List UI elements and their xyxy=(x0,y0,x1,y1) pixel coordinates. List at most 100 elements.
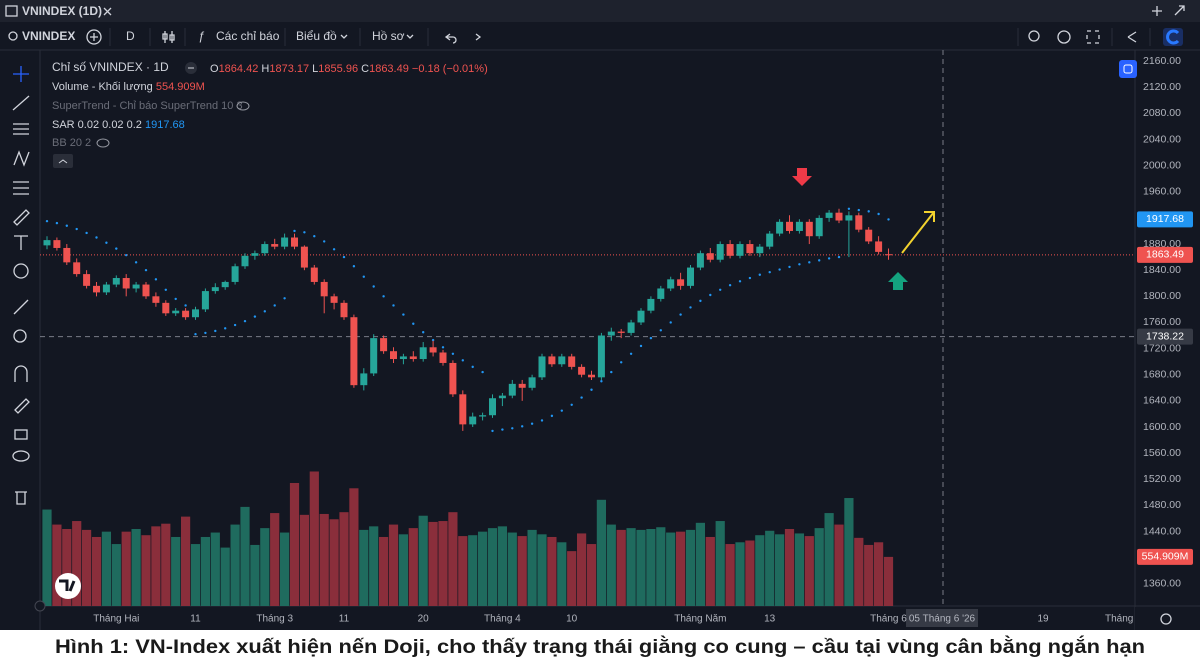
volume-bar xyxy=(656,527,666,606)
scale-button[interactable] xyxy=(1119,60,1137,78)
last-price-badge xyxy=(1137,246,1193,263)
sar-dot xyxy=(491,429,494,433)
candle-body xyxy=(736,244,744,256)
candle-body xyxy=(93,285,100,293)
close-tab[interactable] xyxy=(103,7,112,16)
sar-dot xyxy=(501,428,504,431)
sar-dot xyxy=(224,327,227,330)
sar-dot xyxy=(412,322,415,325)
sidebar-collapse[interactable] xyxy=(34,600,46,612)
tab-title[interactable]: VNINDEX (1D) xyxy=(22,4,102,18)
candle-body xyxy=(716,244,724,260)
y-tick-label: 1720.00 xyxy=(1143,342,1181,354)
chart-type[interactable] xyxy=(162,31,175,43)
candle-body xyxy=(746,244,754,254)
compare-plus xyxy=(90,33,98,41)
volume-bar xyxy=(874,542,884,606)
x-tick-label: 10 xyxy=(566,614,578,625)
candle-body xyxy=(815,217,823,237)
drawing-tools[interactable] xyxy=(12,66,30,505)
axis-settings[interactable] xyxy=(1160,613,1172,625)
redo[interactable] xyxy=(475,33,482,41)
interval[interactable]: D xyxy=(126,29,135,43)
sar-dot xyxy=(788,265,791,269)
volume-bar xyxy=(695,522,705,606)
y-tick-label: 1360.00 xyxy=(1143,578,1181,590)
bb-legend: BB 20 2 xyxy=(52,137,91,149)
candle-body xyxy=(360,373,368,386)
legend-toggle-chevron xyxy=(58,159,68,164)
candle-body xyxy=(182,310,190,318)
hidden-icon[interactable] xyxy=(96,138,110,148)
sar-dot xyxy=(422,331,425,334)
y-tick-label: 1840.00 xyxy=(1143,264,1181,276)
candle-body xyxy=(192,309,199,318)
candle-body xyxy=(637,310,645,323)
ohlc-value: 1855.96 xyxy=(318,63,358,75)
volume-bar xyxy=(596,499,606,606)
share-icon[interactable] xyxy=(1127,31,1137,43)
caption-background xyxy=(0,630,1200,665)
x-tick-label: Tháng Năm xyxy=(674,614,726,625)
volume-bar xyxy=(646,529,656,606)
volume-bar xyxy=(864,544,874,606)
ohlc-value: 1864.42 xyxy=(219,63,259,75)
sar-dot xyxy=(174,297,177,301)
sar-dot xyxy=(837,255,841,259)
volume-name: Volume - Khối lượng xyxy=(52,81,153,93)
volume-bar xyxy=(260,528,270,606)
volume-bar xyxy=(220,547,230,606)
sar-dot xyxy=(709,293,712,297)
sar-dot xyxy=(748,276,752,280)
profile-menu[interactable]: Hồ sơ xyxy=(372,29,405,43)
symbol[interactable]: VNINDEX xyxy=(22,29,75,43)
volume-bar xyxy=(685,529,696,606)
search-icon[interactable] xyxy=(8,31,18,41)
y-tick-label: 1440.00 xyxy=(1143,525,1181,537)
hidden-icon[interactable] xyxy=(236,101,250,111)
expand[interactable] xyxy=(1174,5,1185,16)
compare-button[interactable] xyxy=(86,29,102,45)
sar-dot xyxy=(629,352,633,356)
volume-bar xyxy=(418,515,428,606)
sar-dot xyxy=(590,388,593,391)
plot xyxy=(40,207,1135,606)
sar-dot xyxy=(154,278,158,281)
sar-dot xyxy=(818,259,821,262)
candle-body xyxy=(439,352,447,363)
sar-dot xyxy=(204,331,207,335)
volume-bar xyxy=(567,551,577,606)
x-tick-label: 11 xyxy=(339,614,350,625)
volume-bar xyxy=(309,471,319,606)
alert-icon[interactable] xyxy=(1028,30,1040,42)
y-tick-label: 2120.00 xyxy=(1143,81,1181,93)
y-tick-label: 2040.00 xyxy=(1143,133,1181,145)
sar-dot xyxy=(65,224,69,227)
axis-corner xyxy=(1135,607,1200,630)
crosshair-price-badge xyxy=(1137,328,1193,345)
sar-dot xyxy=(689,306,692,309)
candle-body xyxy=(112,278,120,285)
volume-bar xyxy=(161,523,171,606)
sar-dot xyxy=(75,227,78,231)
settings-icon[interactable] xyxy=(1057,30,1071,44)
add-tab[interactable] xyxy=(1152,6,1162,16)
sar-dot xyxy=(85,231,88,235)
undo[interactable] xyxy=(444,33,457,44)
volume-bar xyxy=(379,536,389,606)
fullscreen-icon[interactable] xyxy=(1086,30,1100,44)
volume-bar xyxy=(299,514,309,606)
volume-bar xyxy=(280,532,290,606)
chart-menu[interactable]: Biểu đồ xyxy=(296,29,337,43)
volume-bar xyxy=(111,544,121,606)
sar-dot xyxy=(530,422,534,425)
candle-body xyxy=(43,240,51,246)
legend-toggle[interactable] xyxy=(53,154,73,168)
sar-dot xyxy=(669,321,672,324)
candle-body xyxy=(667,279,675,289)
candle-body xyxy=(380,338,388,352)
candle-body xyxy=(597,335,605,378)
volume-bar xyxy=(339,512,349,606)
indicators[interactable]: Các chỉ báo xyxy=(216,29,280,43)
sar-dot xyxy=(778,268,781,271)
